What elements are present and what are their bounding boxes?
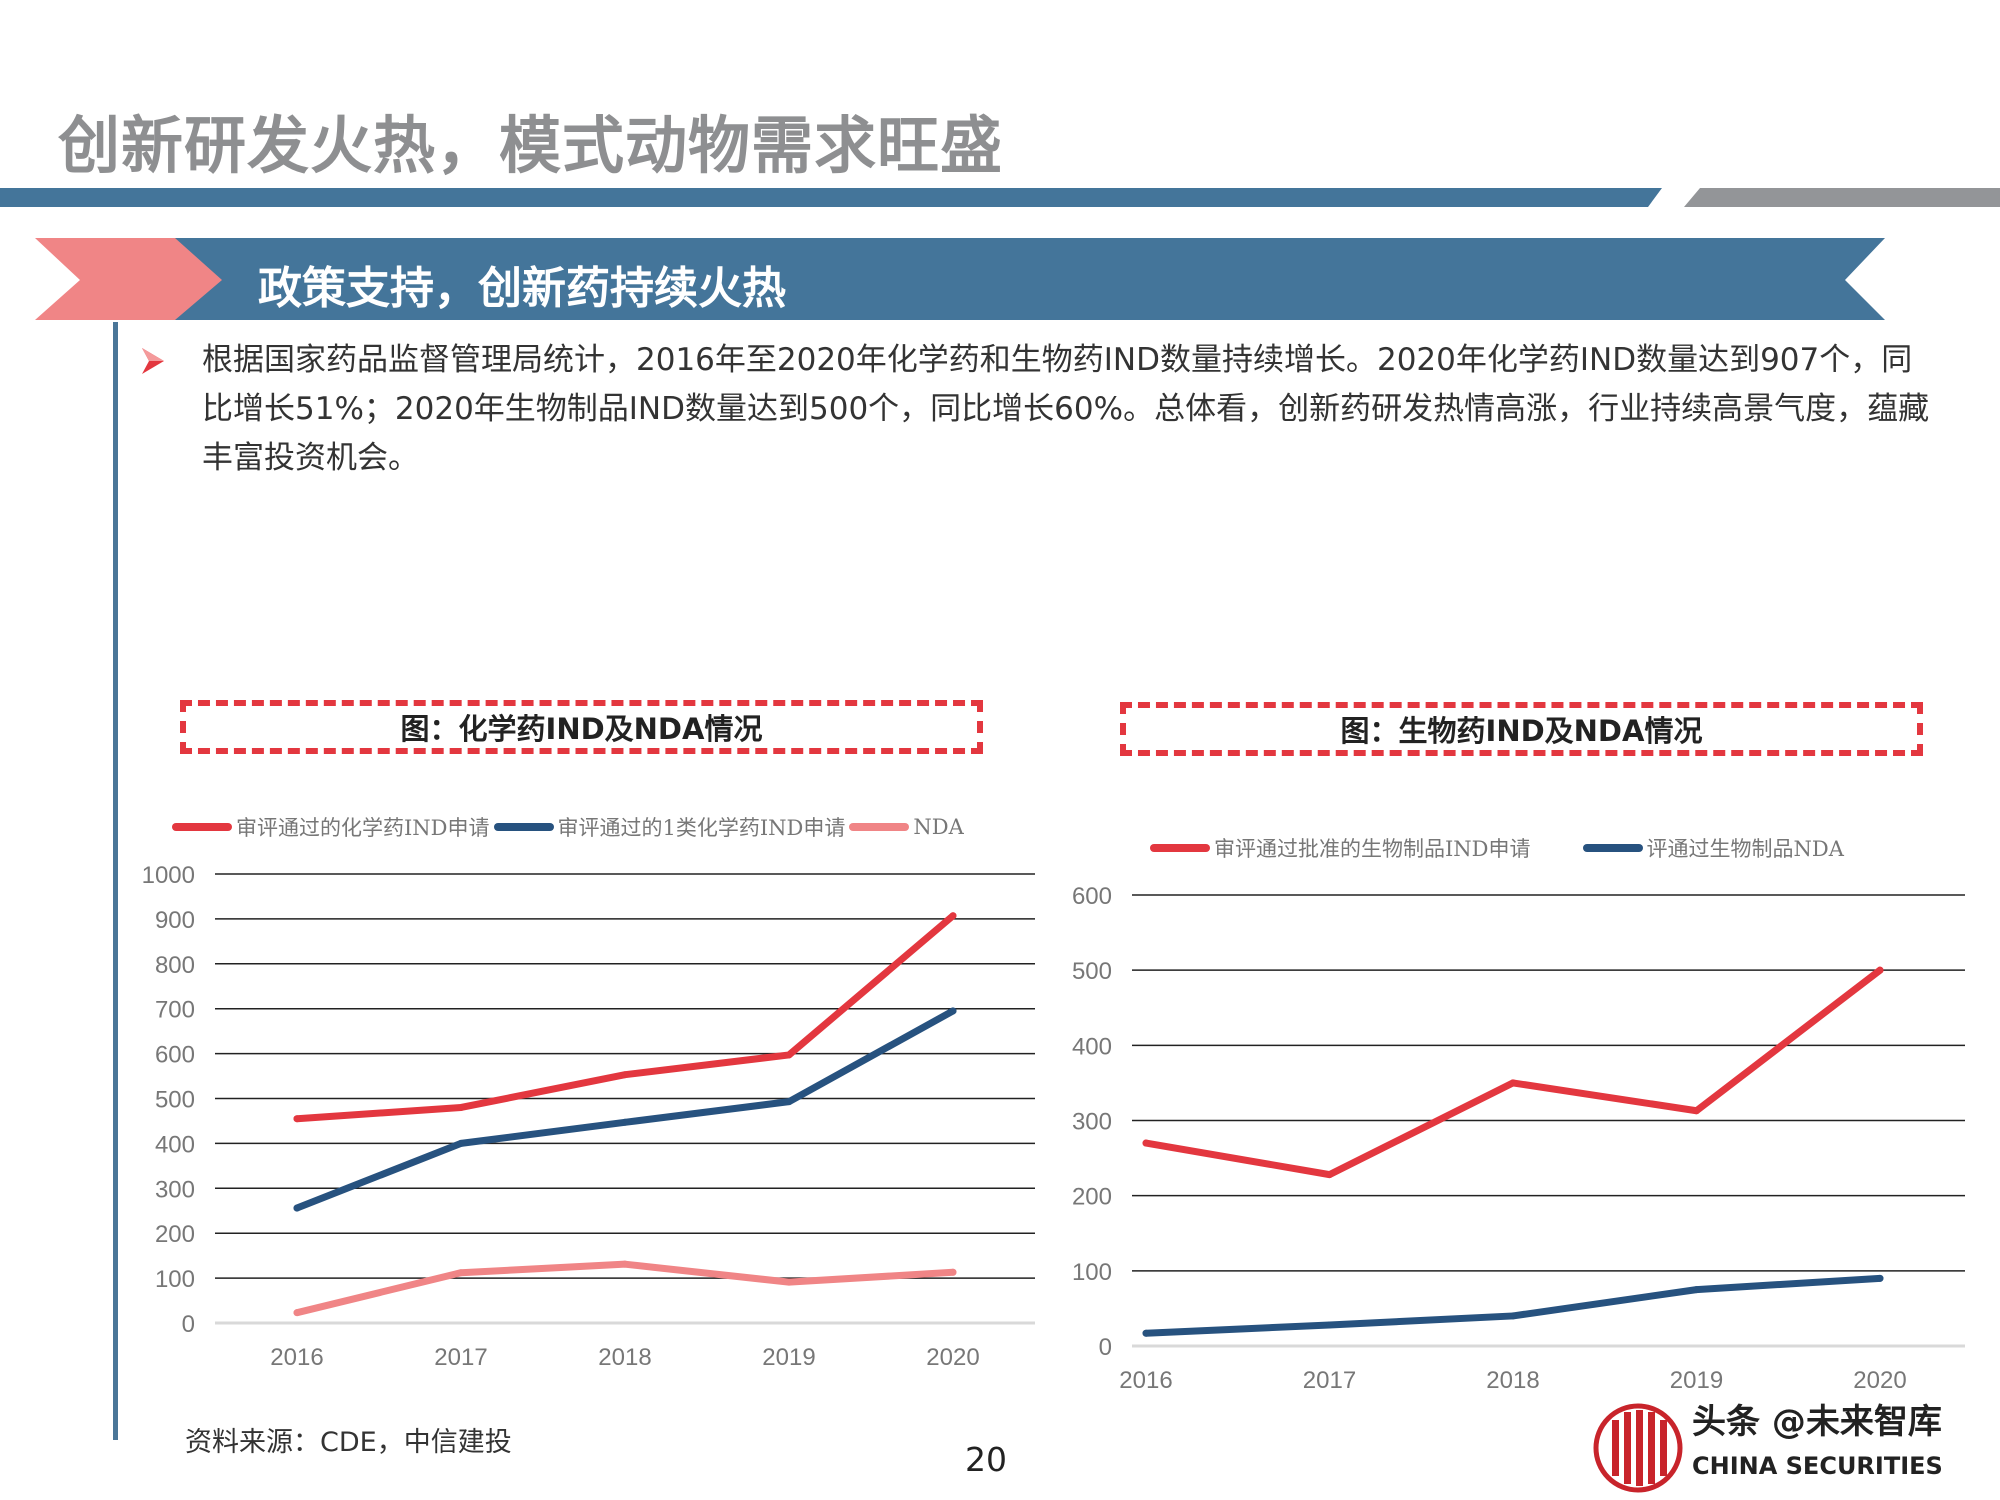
y-tick-label: 600	[155, 1042, 195, 1069]
legend-swatch	[849, 823, 910, 831]
page-title: 创新研发火热，模式动物需求旺盛	[58, 109, 1004, 182]
china-securities-logo	[1593, 1403, 1683, 1493]
series-line-0	[293, 912, 957, 1123]
y-tick-label: 900	[155, 907, 195, 934]
data-point	[1142, 1329, 1150, 1337]
watermark-subtext: CHINA SECURITIES	[1692, 1452, 1943, 1480]
chemical-drug-chart-title: 图：化学药IND及NDA情况	[180, 700, 983, 754]
data-point	[1326, 1171, 1333, 1179]
x-tick-label: 2019	[1670, 1367, 1723, 1394]
legend-item-chem-ind: 审评通过的化学药IND申请	[172, 812, 490, 842]
bullet-paragraph: 根据国家药品监督管理局统计，2016年至2020年化学药和生物药IND数量持续增…	[202, 342, 1930, 476]
left-accent-rule	[113, 322, 118, 1440]
y-tick-label: 100	[1072, 1259, 1112, 1286]
legend-swatch	[1150, 844, 1210, 852]
y-tick-label: 1000	[142, 862, 195, 889]
data-point	[1693, 1286, 1700, 1294]
biologic-drug-line-chart: 0 100 200 300 400 500 600 2016 2017 2018 2019 2020	[1072, 883, 1965, 1394]
legend-item-class1-chem-ind: 审评通过的1类化学药IND申请	[493, 812, 846, 842]
y-tick-label: 0	[1099, 1334, 1112, 1361]
y-tick-label: 200	[1072, 1184, 1112, 1211]
legend-item-nda: NDA	[849, 815, 964, 839]
source-note: 资料来源：CDE，中信建投	[185, 1427, 512, 1458]
legend-label: 审评通过的1类化学药IND申请	[557, 816, 846, 840]
data-point	[785, 1098, 793, 1106]
data-point	[785, 1278, 793, 1286]
legend-label: 审评通过批准的生物制品IND申请	[1214, 837, 1531, 861]
legend-label: 审评通过的化学药IND申请	[236, 816, 490, 840]
data-point	[1509, 1079, 1517, 1087]
section-title: 政策支持，创新药持续火热	[258, 263, 786, 314]
data-point	[293, 1204, 301, 1212]
series-line-1	[1142, 1274, 1884, 1337]
chart2-title-text: 图：生物药IND及NDA情况	[1340, 714, 1703, 748]
data-point	[1876, 966, 1884, 974]
y-tick-label: 300	[155, 1176, 195, 1203]
data-point	[1876, 1274, 1884, 1282]
data-point	[457, 1103, 465, 1111]
header-gray-bar	[1684, 188, 2000, 207]
legend-item-bio-ind: 审评通过批准的生物制品IND申请	[1150, 833, 1531, 863]
x-tick-label: 2017	[434, 1344, 487, 1371]
banner-blue-ribbon	[170, 238, 1885, 320]
legend-label: NDA	[913, 815, 964, 839]
data-point	[457, 1269, 465, 1277]
data-point	[785, 1051, 793, 1059]
y-tick-label: 700	[155, 997, 195, 1024]
legend-item-bio-nda: 评通过生物制品NDA	[1582, 833, 1844, 863]
y-tick-label: 0	[182, 1311, 195, 1338]
x-tick-label: 2017	[1303, 1367, 1356, 1394]
y-tick-label: 200	[155, 1221, 195, 1248]
x-tick-label: 2020	[926, 1344, 979, 1371]
legend-swatch	[1582, 844, 1643, 852]
data-point	[1326, 1321, 1333, 1329]
data-point	[949, 912, 957, 920]
chart1-title-text: 图：化学药IND及NDA情况	[400, 712, 763, 746]
data-point	[949, 1268, 957, 1276]
data-point	[949, 1007, 957, 1015]
bullet-arrow-icon	[142, 348, 164, 374]
section-banner	[35, 238, 1885, 320]
data-point	[457, 1139, 465, 1147]
chemical-drug-line-chart: 0 100 200 300 400 500 600 700 800 900 1000 2016 2017…	[142, 862, 1035, 1371]
y-tick-label: 100	[155, 1266, 195, 1293]
data-point	[621, 1260, 629, 1268]
y-tick-label: 800	[155, 952, 195, 979]
series-line-2	[293, 1260, 957, 1317]
y-tick-label: 400	[1072, 1033, 1112, 1060]
legend-swatch	[172, 823, 232, 831]
y-tick-label: 600	[1072, 883, 1112, 910]
header-divider-bars	[0, 188, 2000, 207]
y-tick-label: 400	[155, 1131, 195, 1158]
data-point	[621, 1118, 629, 1126]
x-tick-label: 2016	[1119, 1367, 1172, 1394]
banner-pink-chevron	[35, 238, 222, 320]
watermark-text: 头条 @未来智库	[1692, 1402, 1942, 1442]
data-point	[293, 1115, 301, 1123]
data-point	[1509, 1312, 1517, 1320]
x-tick-label: 2016	[270, 1344, 323, 1371]
y-tick-label: 500	[155, 1087, 195, 1114]
page-number: 20	[965, 1440, 1007, 1479]
watermark-block: 头条 @未来智库 CHINA SECURITIES	[1692, 1400, 1992, 1482]
y-tick-label: 300	[1072, 1109, 1112, 1136]
biologic-drug-chart-title: 图：生物药IND及NDA情况	[1120, 702, 1923, 756]
x-tick-label: 2020	[1853, 1367, 1906, 1394]
x-tick-label: 2018	[1486, 1367, 1539, 1394]
legend-swatch	[493, 823, 554, 831]
data-point	[293, 1309, 301, 1317]
data-point	[621, 1071, 629, 1079]
header-blue-bar	[0, 188, 1662, 207]
x-tick-label: 2018	[598, 1344, 651, 1371]
y-tick-label: 500	[1072, 958, 1112, 985]
chart2-legend: 审评通过批准的生物制品IND申请 评通过生物制品NDA	[1150, 833, 1896, 863]
legend-label: 评通过生物制品NDA	[1646, 837, 1844, 861]
chart1-legend: 审评通过的化学药IND申请 审评通过的1类化学药IND申请 NDA	[172, 812, 968, 842]
x-tick-label: 2019	[762, 1344, 815, 1371]
data-point	[1693, 1107, 1700, 1115]
series-line-0	[1142, 966, 1884, 1179]
data-point	[1142, 1139, 1150, 1147]
